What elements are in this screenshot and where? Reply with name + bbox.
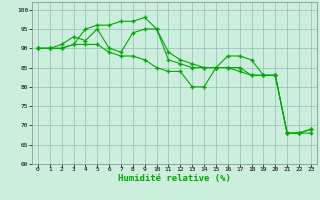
X-axis label: Humidité relative (%): Humidité relative (%) — [118, 174, 231, 183]
